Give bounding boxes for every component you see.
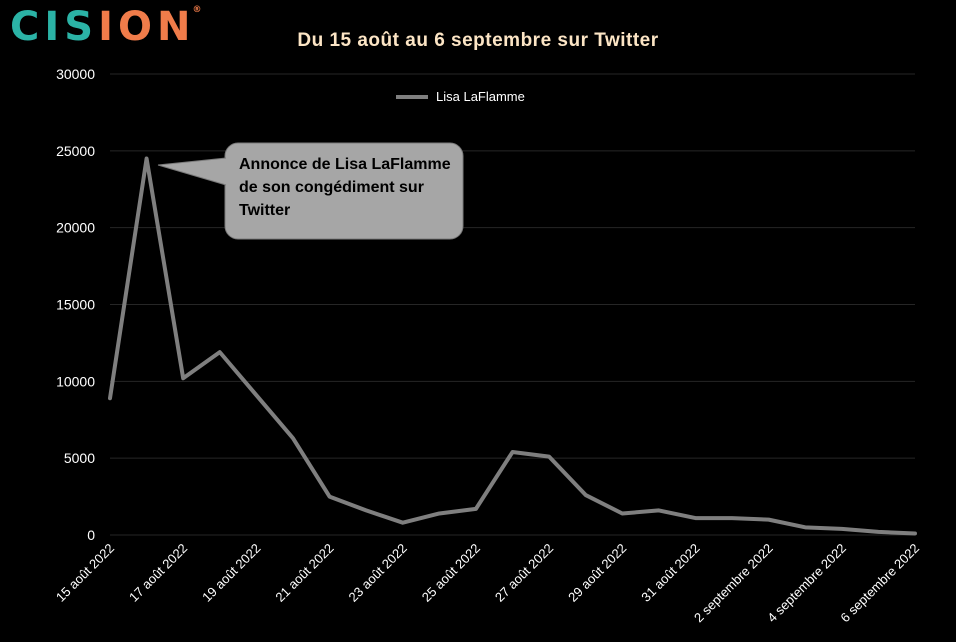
data-point bbox=[511, 450, 514, 454]
data-point bbox=[620, 511, 624, 515]
data-point bbox=[803, 525, 807, 529]
data-point bbox=[876, 530, 880, 534]
series-lines bbox=[108, 156, 917, 536]
data-point bbox=[364, 508, 368, 512]
data-point bbox=[584, 493, 588, 497]
data-point bbox=[108, 396, 112, 400]
x-tick-label: 2 septembre 2022 bbox=[691, 541, 776, 626]
data-point bbox=[181, 376, 185, 380]
logo-letter: S bbox=[64, 4, 99, 50]
data-point bbox=[401, 521, 405, 525]
chart-title: Du 15 août au 6 septembre sur Twitter bbox=[297, 30, 659, 51]
x-tick-label: 31 août 2022 bbox=[638, 541, 702, 605]
data-point bbox=[145, 157, 149, 161]
x-tick-label: 25 août 2022 bbox=[419, 541, 483, 605]
data-point bbox=[693, 516, 697, 520]
y-axis-tick-labels: 0 5000 10000 15000 20000 25000 30000 bbox=[56, 66, 95, 543]
data-point bbox=[437, 511, 441, 515]
y-tick-label: 10000 bbox=[56, 373, 95, 389]
y-tick-label: 5000 bbox=[64, 450, 95, 466]
x-axis-tick-labels: 15 août 2022 17 août 2022 19 août 2022 21 a… bbox=[53, 541, 922, 626]
x-tick-label: 27 août 2022 bbox=[492, 541, 556, 605]
data-point bbox=[218, 350, 222, 354]
x-tick-label: 29 août 2022 bbox=[565, 541, 629, 605]
y-tick-label: 30000 bbox=[56, 66, 95, 82]
data-point bbox=[913, 531, 917, 535]
x-tick-label: 19 août 2022 bbox=[199, 541, 263, 605]
x-tick-label: 21 août 2022 bbox=[272, 541, 336, 605]
logo-letter: N bbox=[156, 4, 196, 50]
y-tick-label: 20000 bbox=[56, 220, 95, 236]
logo-letter: O bbox=[117, 4, 157, 50]
legend-label: Lisa LaFlamme bbox=[436, 89, 525, 104]
data-point bbox=[291, 436, 295, 440]
y-tick-label: 0 bbox=[87, 527, 95, 543]
logo-letter: I bbox=[98, 4, 118, 50]
x-tick-label: 17 août 2022 bbox=[126, 541, 190, 605]
legend: Lisa LaFlamme bbox=[396, 89, 525, 104]
x-tick-label: 23 août 2022 bbox=[346, 541, 410, 605]
cision-logo: C I S I O N ® bbox=[10, 4, 201, 50]
annotation-text: Annonce de Lisa LaFlamme de son congédim… bbox=[239, 156, 451, 219]
data-point bbox=[840, 527, 844, 531]
data-point bbox=[730, 516, 734, 520]
x-tick-label: 4 septembre 2022 bbox=[764, 541, 849, 626]
data-point bbox=[767, 518, 771, 522]
data-point bbox=[547, 455, 551, 459]
data-point bbox=[328, 495, 332, 499]
data-point bbox=[254, 393, 258, 397]
gridlines bbox=[110, 73, 915, 536]
logo-letter: I bbox=[44, 4, 65, 50]
y-tick-label: 25000 bbox=[56, 143, 95, 159]
y-tick-label: 15000 bbox=[56, 297, 95, 313]
annotation-callout bbox=[157, 142, 464, 240]
logo-letter: C bbox=[10, 4, 45, 50]
data-point bbox=[474, 507, 478, 511]
registered-mark: ® bbox=[192, 5, 202, 15]
data-point bbox=[657, 508, 661, 512]
x-tick-label: 15 août 2022 bbox=[53, 541, 117, 605]
x-tick-label: 6 septembre 2022 bbox=[837, 541, 922, 626]
